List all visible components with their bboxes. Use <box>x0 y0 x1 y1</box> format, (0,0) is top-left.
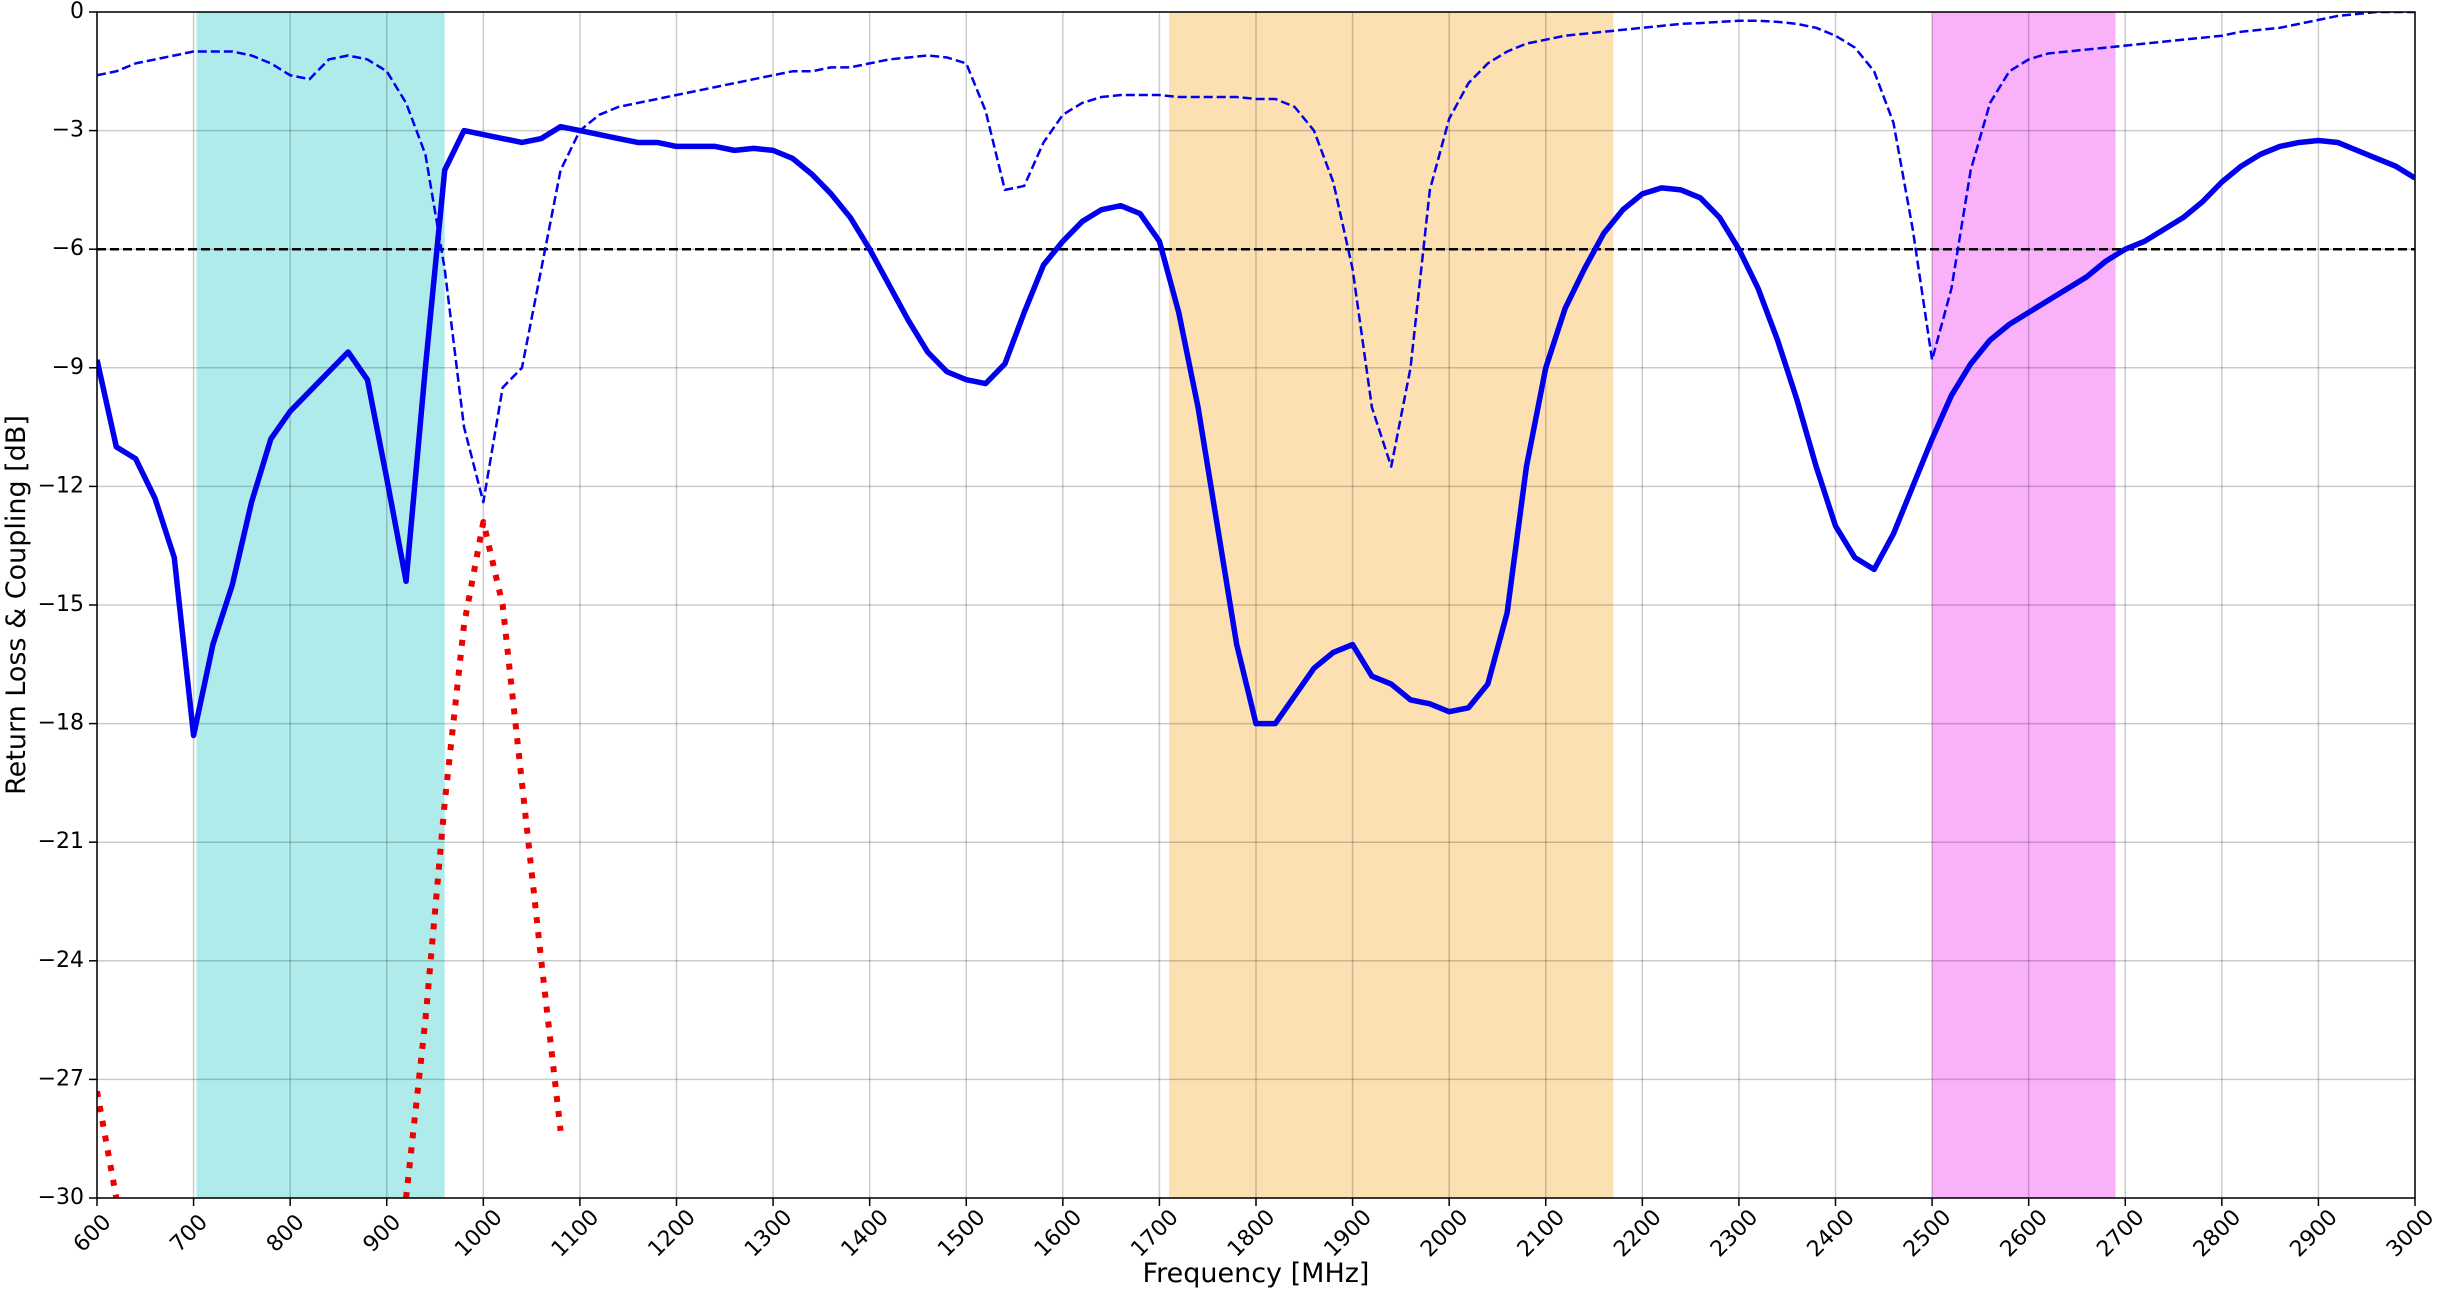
y-tick-label: −21 <box>38 829 84 854</box>
x-tick-label: 700 <box>166 1210 213 1257</box>
x-tick-label: 2100 <box>1513 1205 1570 1262</box>
band-layer <box>196 12 2116 1198</box>
x-tick-label: 2400 <box>1803 1205 1860 1262</box>
y-tick-label: −27 <box>38 1066 84 1091</box>
x-tick-label: 2500 <box>1899 1205 1956 1262</box>
y-tick-label: −6 <box>52 236 84 261</box>
x-tick-label: 1500 <box>933 1205 990 1262</box>
series-line <box>97 123 2415 739</box>
y-tick-label: −30 <box>38 1185 84 1210</box>
y-tick-label: −9 <box>52 355 84 380</box>
y-tick-label: −15 <box>38 592 84 617</box>
x-tick-label: 2000 <box>1416 1205 1473 1262</box>
series-line <box>97 12 2415 504</box>
x-tick-label: 1900 <box>1320 1205 1377 1262</box>
y-tick-label: −24 <box>38 948 84 973</box>
x-tick-label: 1700 <box>1126 1205 1183 1262</box>
y-tick-label: −12 <box>38 473 84 498</box>
x-tick-label: 1000 <box>450 1205 507 1262</box>
x-tick-label: 1600 <box>1030 1205 1087 1262</box>
x-tick-label: 1100 <box>547 1205 604 1262</box>
x-tick-label: 3000 <box>2382 1205 2439 1262</box>
y-tick-label: −18 <box>38 711 84 736</box>
x-tick-label: 2300 <box>1706 1205 1763 1262</box>
x-tick-label: 2700 <box>2092 1205 2149 1262</box>
x-tick-label: 1300 <box>740 1205 797 1262</box>
y-axis-label: Return Loss & Coupling [dB] <box>1 415 32 795</box>
x-tick-label: 600 <box>69 1210 116 1257</box>
x-axis-label: Frequency [MHz] <box>1143 1258 1370 1289</box>
x-tick-label: 800 <box>262 1210 309 1257</box>
x-tick-label: 2900 <box>2285 1205 2342 1262</box>
x-tick-label: 2600 <box>1996 1205 2053 1262</box>
series-line <box>97 518 564 1198</box>
x-tick-label: 2200 <box>1609 1205 1666 1262</box>
x-tick-label: 1200 <box>644 1205 701 1262</box>
frequency-band <box>1169 12 1614 1198</box>
x-tick-label: 2800 <box>2189 1205 2246 1262</box>
x-tick-label: 900 <box>359 1210 406 1257</box>
x-tick-label: 1400 <box>837 1205 894 1262</box>
line-layer <box>97 12 2415 1198</box>
x-tick-label: 1800 <box>1223 1205 1280 1262</box>
frequency-band <box>196 12 445 1198</box>
frequency-band <box>1932 12 2116 1198</box>
y-tick-label: −3 <box>52 118 84 143</box>
y-tick-label: 0 <box>70 0 84 24</box>
